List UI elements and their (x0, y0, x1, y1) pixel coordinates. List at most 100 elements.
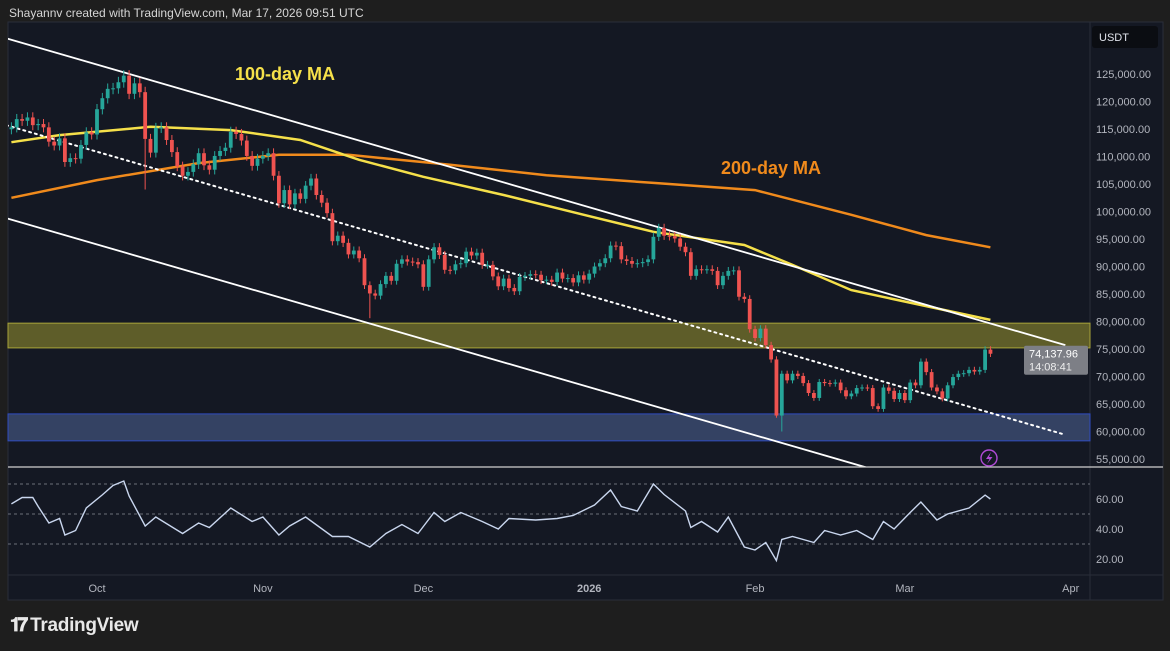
candle-2026-02-21[interactable] (860, 387, 864, 389)
candle-2025-12-16[interactable] (501, 278, 506, 287)
candle-2026-03-06[interactable] (929, 372, 934, 388)
candle-2025-12-25[interactable] (549, 279, 554, 282)
candle-2025-10-03[interactable] (105, 88, 110, 99)
candle-2025-10-23[interactable] (212, 155, 217, 170)
candle-2026-03-12[interactable] (961, 373, 966, 375)
candle-2025-12-07[interactable] (453, 264, 458, 271)
candle-2025-11-13[interactable] (325, 202, 329, 214)
candle-2025-09-30[interactable] (89, 132, 94, 135)
candle-2026-03-02[interactable] (908, 382, 913, 401)
candle-2025-12-02[interactable] (426, 259, 431, 287)
candle-2025-09-21[interactable] (41, 124, 46, 128)
channel-mid-trendline[interactable] (6, 124, 1067, 436)
candle-2025-11-29[interactable] (410, 261, 415, 263)
candle-2025-11-16[interactable] (341, 235, 345, 243)
candle-2026-02-26[interactable] (886, 387, 891, 391)
candle-2026-01-11[interactable] (640, 262, 645, 264)
candle-2025-11-07[interactable] (293, 193, 297, 205)
candle-2026-03-13[interactable] (967, 369, 971, 374)
candle-2026-02-19[interactable] (849, 393, 854, 397)
candle-2025-12-01[interactable] (421, 264, 426, 287)
candle-2026-01-24[interactable] (710, 269, 715, 271)
candle-2026-01-05[interactable] (608, 245, 613, 259)
candle-2026-02-14[interactable] (822, 382, 827, 384)
candle-2025-12-26[interactable] (555, 272, 559, 282)
candle-2025-11-19[interactable] (357, 250, 362, 259)
candle-2026-03-11[interactable] (956, 373, 961, 378)
candle-2026-02-13[interactable] (817, 382, 822, 398)
candle-2025-11-24[interactable] (384, 275, 388, 285)
candle-2025-11-11[interactable] (314, 178, 319, 196)
candle-2025-11-23[interactable] (378, 284, 383, 296)
candle-2026-02-04[interactable] (769, 345, 773, 360)
candle-2026-03-10[interactable] (951, 377, 955, 386)
candle-2026-02-23[interactable] (870, 388, 875, 407)
candle-2025-10-27[interactable] (234, 131, 238, 134)
candle-2026-03-07[interactable] (935, 387, 939, 392)
candle-2026-02-02[interactable] (758, 328, 763, 338)
candle-2025-11-17[interactable] (346, 242, 351, 255)
candle-2025-10-05[interactable] (116, 82, 121, 89)
candle-2025-11-27[interactable] (400, 259, 404, 264)
candle-2025-10-30[interactable] (250, 155, 255, 166)
candle-2025-12-13[interactable] (485, 264, 490, 266)
candle-2026-01-17[interactable] (672, 236, 677, 239)
candle-2026-02-10[interactable] (801, 375, 806, 384)
candle-2025-09-25[interactable] (63, 138, 67, 162)
candle-2025-10-02[interactable] (100, 98, 105, 110)
candle-2025-10-12[interactable] (153, 127, 158, 153)
candle-2025-11-02[interactable] (266, 153, 271, 156)
candle-2025-09-26[interactable] (68, 158, 73, 162)
candle-2025-10-07[interactable] (127, 75, 131, 94)
candle-2025-12-23[interactable] (539, 274, 543, 281)
candle-2025-11-30[interactable] (416, 262, 420, 265)
candle-2025-10-08[interactable] (132, 83, 137, 94)
candle-2025-10-01[interactable] (95, 109, 99, 135)
candle-2025-10-31[interactable] (255, 158, 260, 166)
candle-2026-02-03[interactable] (763, 328, 768, 346)
candle-2025-09-20[interactable] (36, 124, 41, 126)
candle-2026-01-01[interactable] (587, 273, 592, 280)
candle-2025-12-11[interactable] (474, 252, 479, 256)
candle-2025-10-29[interactable] (244, 140, 249, 156)
candle-2025-11-10[interactable] (309, 178, 313, 186)
candle-2025-10-17[interactable] (180, 166, 185, 176)
candle-2026-01-08[interactable] (624, 259, 629, 261)
candle-2026-01-10[interactable] (635, 263, 640, 265)
candle-2026-01-02[interactable] (592, 266, 597, 274)
candle-2025-12-30[interactable] (576, 275, 581, 283)
candle-2026-03-05[interactable] (924, 361, 929, 373)
candle-2026-01-14[interactable] (656, 228, 661, 237)
candle-2025-11-15[interactable] (335, 235, 340, 242)
candle-2025-10-09[interactable] (137, 83, 142, 93)
candle-2025-09-22[interactable] (46, 127, 51, 142)
candle-2026-02-12[interactable] (812, 393, 816, 398)
candle-2025-09-27[interactable] (73, 158, 78, 160)
candle-2026-02-18[interactable] (844, 390, 848, 397)
candle-2026-01-31[interactable] (747, 298, 752, 330)
candle-2025-10-11[interactable] (148, 138, 153, 153)
candle-2026-01-13[interactable] (651, 236, 656, 260)
candle-2025-11-05[interactable] (282, 190, 287, 204)
candle-2026-01-20[interactable] (688, 252, 693, 276)
candle-2025-11-25[interactable] (389, 275, 394, 281)
candle-2025-10-20[interactable] (196, 153, 201, 165)
candle-2026-02-20[interactable] (854, 388, 859, 394)
candle-2026-01-07[interactable] (619, 246, 624, 260)
candle-2026-02-09[interactable] (795, 373, 800, 376)
candle-2025-10-15[interactable] (170, 140, 174, 153)
candle-2025-10-19[interactable] (191, 164, 196, 172)
candle-2026-02-01[interactable] (753, 329, 757, 338)
candle-2025-12-27[interactable] (560, 272, 565, 279)
candle-2025-11-04[interactable] (277, 175, 281, 204)
candle-2025-12-22[interactable] (533, 274, 538, 276)
candle-2026-03-04[interactable] (919, 361, 923, 386)
candle-2025-10-18[interactable] (186, 171, 190, 176)
candle-2026-01-03[interactable] (598, 263, 602, 267)
candle-2025-12-10[interactable] (469, 251, 474, 256)
candle-2026-02-06[interactable] (779, 373, 784, 416)
candle-2025-11-21[interactable] (367, 285, 372, 294)
candle-2026-02-22[interactable] (865, 387, 870, 389)
candle-2026-01-15[interactable] (662, 228, 666, 236)
candle-2025-11-01[interactable] (260, 155, 265, 159)
